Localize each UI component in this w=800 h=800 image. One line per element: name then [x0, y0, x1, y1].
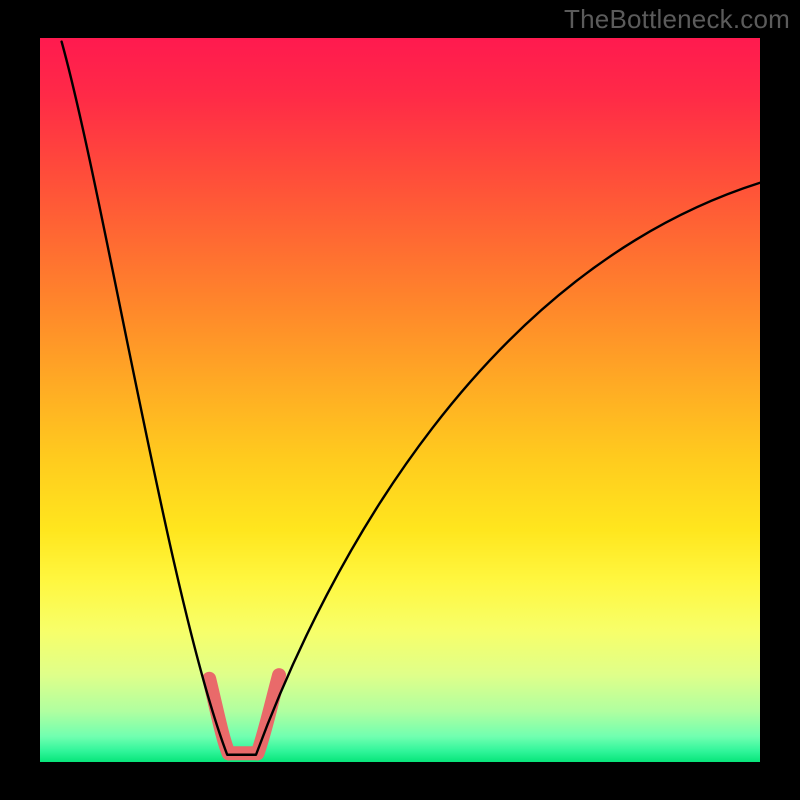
bottleneck-chart — [0, 0, 800, 800]
plot-background — [40, 38, 760, 762]
chart-svg-wrap — [0, 0, 800, 800]
watermark-text: TheBottleneck.com — [564, 4, 790, 35]
chart-container: TheBottleneck.com — [0, 0, 800, 800]
